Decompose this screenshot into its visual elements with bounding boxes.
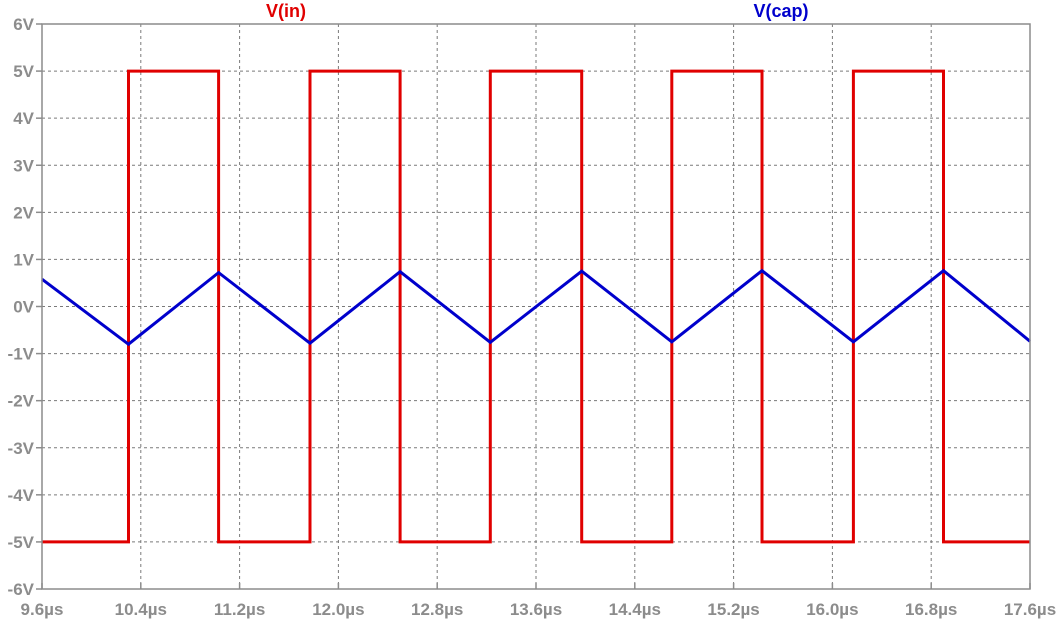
y-tick-label: 4V	[13, 109, 34, 128]
y-tick-label: 0V	[13, 298, 34, 317]
x-tick-label: 17.6µs	[1004, 600, 1056, 619]
x-tick-label: 9.6µs	[21, 600, 64, 619]
y-tick-label: -2V	[8, 392, 35, 411]
series-line-v-in	[42, 69, 1030, 544]
x-tick-label: 10.4µs	[115, 600, 167, 619]
y-tick-label: 1V	[13, 250, 34, 269]
x-tick-label: 12.8µs	[411, 600, 463, 619]
y-tick-label: -6V	[8, 580, 35, 599]
y-tick-label: 5V	[13, 62, 34, 81]
x-tick-label: 16.8µs	[905, 600, 957, 619]
y-tick-label: 3V	[13, 156, 34, 175]
series-line-v-cap	[41, 268, 1031, 347]
grid	[42, 24, 1030, 589]
series-layer	[41, 69, 1031, 544]
x-tick-label: 16.0µs	[806, 600, 858, 619]
legend-entry: V(in)	[266, 1, 306, 21]
y-tick-label: -3V	[8, 439, 35, 458]
legend: V(in) V(cap)	[266, 1, 809, 21]
x-tick-label: 14.4µs	[609, 600, 661, 619]
y-tick-label: -4V	[8, 486, 35, 505]
x-tick-label: 11.2µs	[214, 600, 265, 619]
x-tick-label: 12.0µs	[312, 600, 364, 619]
y-tick-label: 6V	[13, 15, 34, 34]
x-tick-label: 13.6µs	[510, 600, 562, 619]
axis-ticks: 9.6µs 10.4µs 11.2µs 12.0µs 12.8µs 13.6µs 14.4µ…	[8, 15, 1057, 619]
y-tick-label: -1V	[8, 345, 35, 364]
legend-entry: V(cap)	[753, 1, 808, 21]
y-tick-label: -5V	[8, 533, 35, 552]
y-tick-label: 2V	[13, 203, 34, 222]
x-tick-label: 15.2µs	[707, 600, 759, 619]
